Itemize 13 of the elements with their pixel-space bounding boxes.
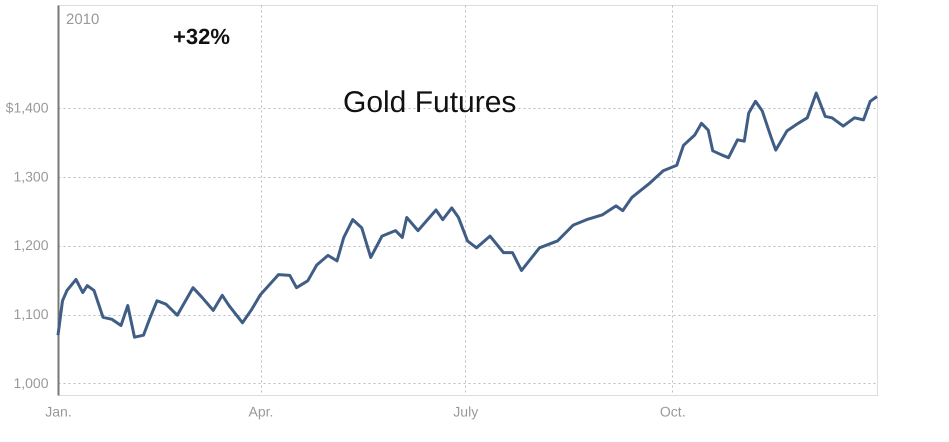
- y-tick-label: 1,300: [13, 168, 49, 184]
- y-tick-label: 1,000: [13, 374, 49, 391]
- x-tick-label: Apr.: [248, 404, 274, 420]
- y-tick-label: 1,200: [13, 237, 49, 254]
- x-tick-label: Jan.: [45, 404, 72, 420]
- x-tick-label: Oct.: [660, 404, 686, 420]
- line-series: [56, 92, 878, 339]
- x-tick-label: July: [453, 404, 478, 420]
- annotation: Gold Futures: [343, 86, 516, 119]
- annotation: +32%: [173, 24, 230, 49]
- annotation: 2010: [66, 11, 100, 28]
- y-tick-label: 1,100: [13, 306, 49, 322]
- y-tick-label: $1,400: [6, 100, 49, 116]
